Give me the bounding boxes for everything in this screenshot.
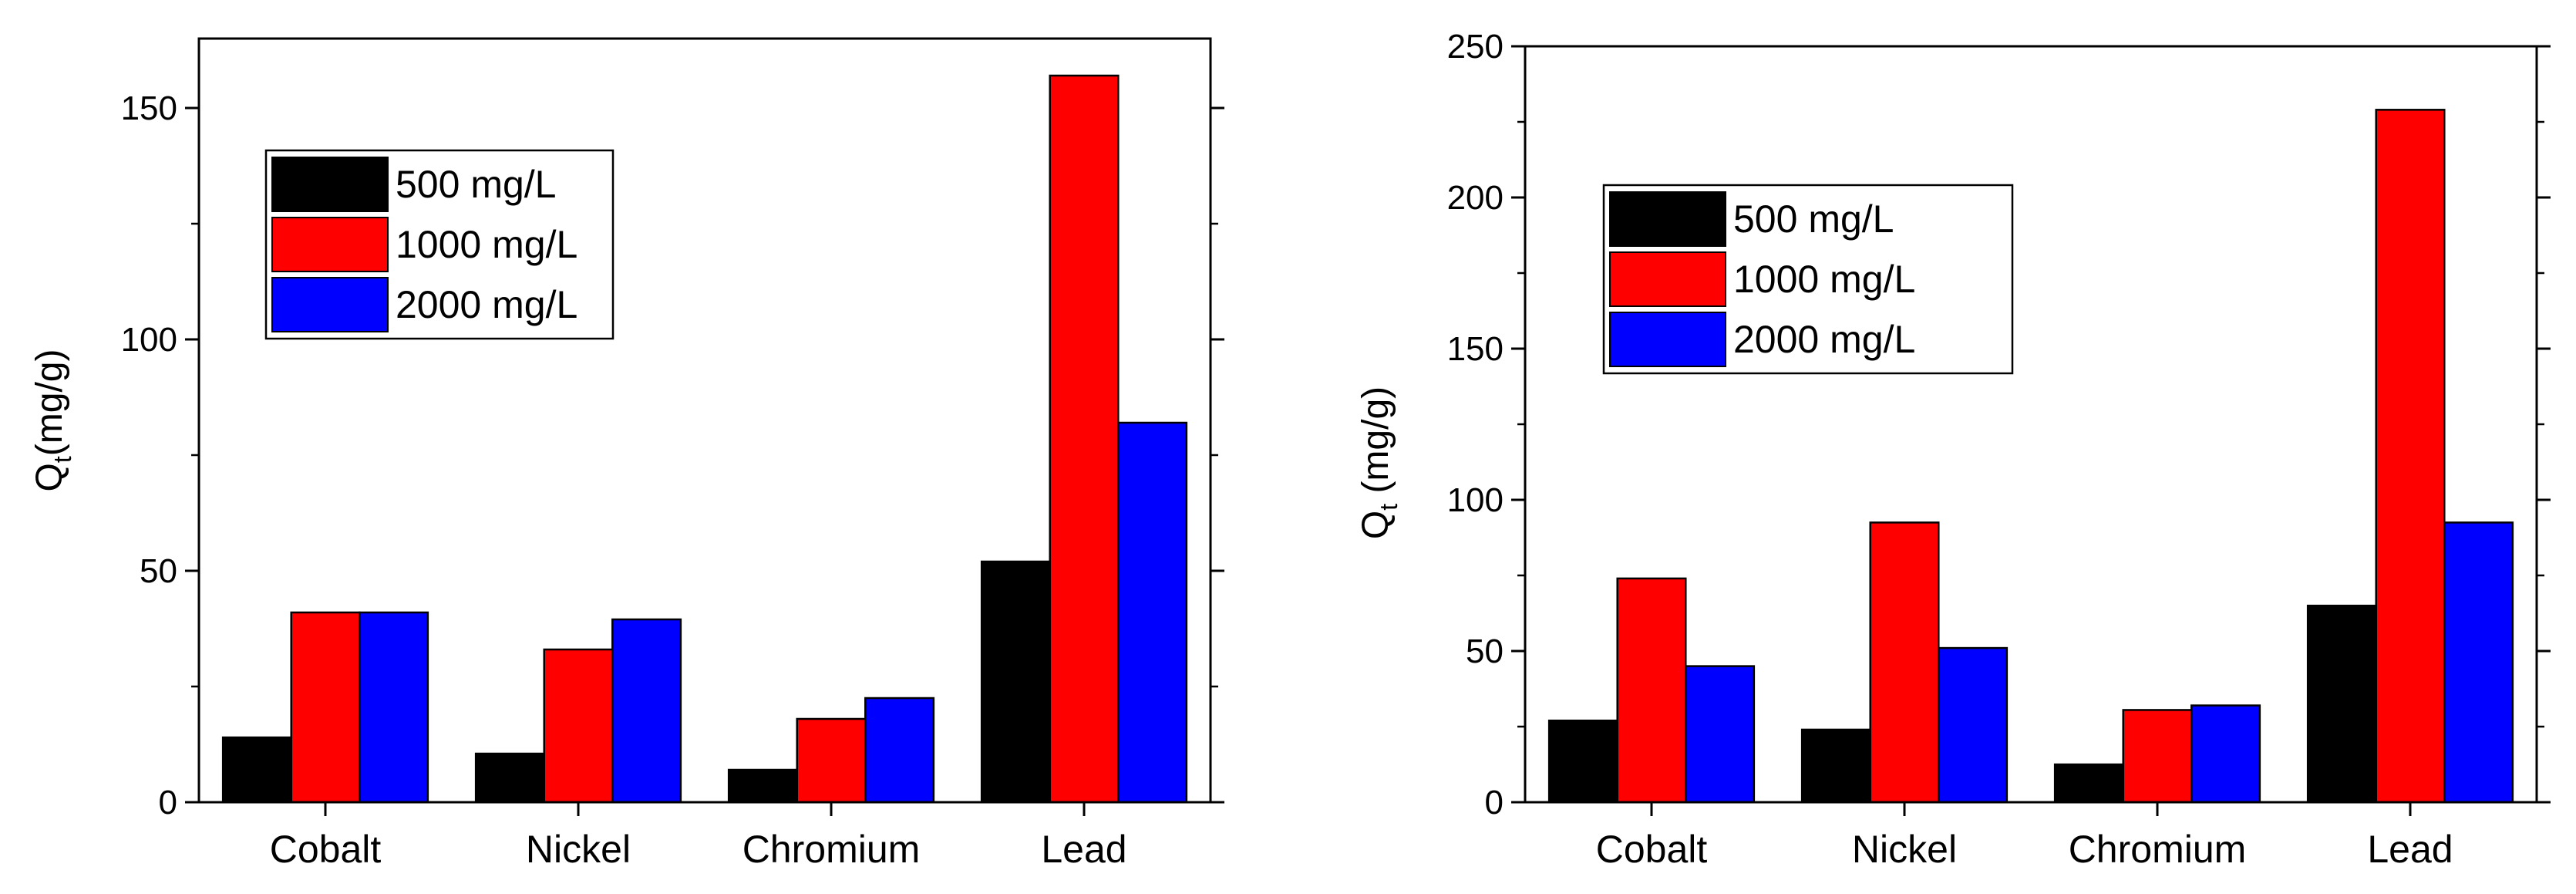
- bar-chromium-1: [2053, 763, 2124, 804]
- legend-swatch-2: [271, 217, 389, 272]
- legend-label-3: 2000 mg/L: [396, 283, 577, 326]
- y-axis-title-q: Q: [29, 463, 70, 491]
- chart-right: 0 50 100 150 200 250 Cobalt Nickel Chromium Lead Q…: [1355, 28, 2551, 871]
- y-tick-label: 0: [159, 784, 177, 821]
- x-tick-label-cobalt: Cobalt: [270, 828, 382, 871]
- chart-left: 0 50 100 150 Cobalt Nickel Chromium Lead Qt(mg/g…: [29, 37, 1224, 871]
- legend-label-3: 2000 mg/L: [1733, 318, 1915, 361]
- legend-swatch-3: [271, 277, 389, 332]
- y-axis-title-subscript: t: [49, 456, 76, 463]
- bar-chromium-2: [2122, 709, 2193, 804]
- y-axis-title-unit: (mg/g): [1355, 386, 1396, 504]
- y-tick-label: 150: [121, 89, 177, 127]
- bar-lead-1: [980, 560, 1051, 804]
- legend-swatch-2: [1609, 251, 1726, 307]
- y-tick-label: 0: [1485, 784, 1504, 821]
- x-tick-label-nickel: Nickel: [1852, 828, 1957, 871]
- bar-chromium-3: [864, 697, 935, 804]
- y-tick-label: 100: [121, 321, 177, 359]
- legend-swatch-1: [271, 157, 389, 212]
- y-axis-title: Qt (mg/g): [1355, 386, 1402, 539]
- y-tick-label: 150: [1447, 330, 1504, 368]
- bar-chromium-1: [727, 768, 798, 804]
- bar-lead-3: [2443, 521, 2514, 804]
- bar-lead-2: [2375, 109, 2446, 804]
- bar-lead-1: [2306, 604, 2377, 804]
- bar-nickel-1: [1800, 728, 1871, 804]
- bar-cobalt-3: [1685, 665, 1756, 804]
- bar-nickel-3: [611, 618, 682, 804]
- x-tick-label-lead: Lead: [1041, 828, 1126, 871]
- legend-label-1: 500 mg/L: [1733, 197, 1894, 241]
- bar-chromium-3: [2190, 704, 2261, 804]
- bar-nickel-2: [543, 648, 614, 804]
- x-tick-label-lead: Lead: [2367, 828, 2453, 871]
- legend-swatch-1: [1609, 191, 1726, 247]
- bar-cobalt-2: [1616, 577, 1687, 804]
- y-tick-label: 200: [1447, 179, 1504, 217]
- y-tick-label: 50: [140, 552, 177, 590]
- x-tick-label-chromium: Chromium: [2069, 828, 2247, 871]
- bar-nickel-3: [1938, 646, 2009, 804]
- y-axis-title: Qt(mg/g): [29, 349, 76, 492]
- bar-lead-2: [1049, 74, 1120, 804]
- bar-chromium-2: [796, 717, 867, 804]
- y-tick-label: 50: [1466, 633, 1504, 670]
- bar-lead-3: [1117, 421, 1188, 804]
- legend-label-2: 1000 mg/L: [1733, 258, 1915, 301]
- bar-cobalt-1: [221, 736, 292, 804]
- bar-nickel-1: [474, 752, 545, 804]
- bar-cobalt-2: [290, 611, 361, 804]
- plot-frame: [197, 37, 1212, 804]
- x-tick-label-cobalt: Cobalt: [1596, 828, 1708, 871]
- y-tick-label: 250: [1447, 28, 1504, 66]
- y-tick-label: 100: [1447, 481, 1504, 519]
- x-tick-label-chromium: Chromium: [742, 828, 921, 871]
- legend-label-2: 1000 mg/L: [396, 223, 577, 266]
- bar-nickel-2: [1869, 521, 1940, 804]
- legend-label-1: 500 mg/L: [396, 163, 556, 206]
- legend-swatch-3: [1609, 312, 1726, 367]
- x-tick-label-nickel: Nickel: [526, 828, 631, 871]
- bar-cobalt-1: [1547, 719, 1618, 804]
- y-axis-title-q: Q: [1355, 511, 1396, 539]
- bar-cobalt-3: [359, 611, 429, 804]
- y-axis-title-subscript: t: [1375, 504, 1402, 511]
- y-axis-title-unit: (mg/g): [29, 349, 70, 457]
